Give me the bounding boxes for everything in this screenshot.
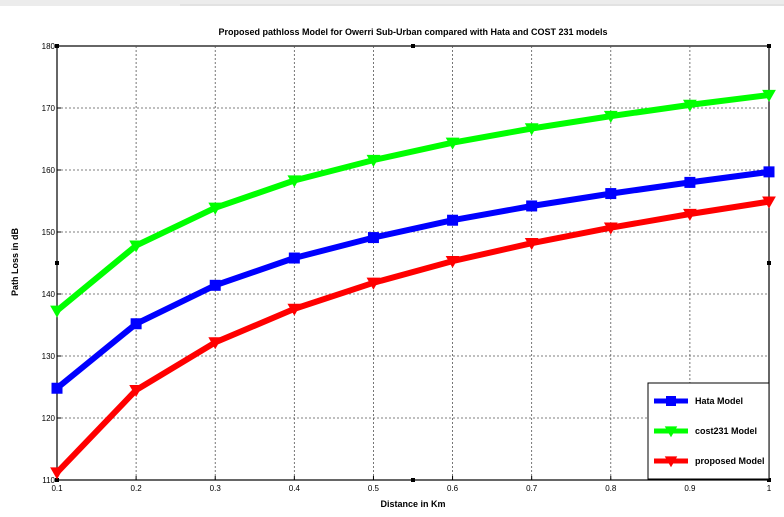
x-tick-label: 0.7 <box>526 484 538 493</box>
legend-label: cost231 Model <box>695 426 757 436</box>
data-point <box>683 208 697 221</box>
plot-layer: 110 120 130 140 150 160 170 180 0.1 0.2 0.3 0.4 0.5 0… <box>42 42 776 493</box>
data-point <box>762 196 776 209</box>
data-point <box>762 89 776 102</box>
x-tick-label: 0.5 <box>368 484 380 493</box>
legend: Hata Model cost231 Model proposed Model <box>647 382 770 480</box>
axes-handle <box>767 44 771 48</box>
series-proposed-model <box>50 196 776 480</box>
legend-item: Hata Model <box>654 396 743 406</box>
data-point <box>526 200 538 212</box>
axes-handle <box>767 261 771 265</box>
data-point <box>208 202 223 215</box>
y-tick-label: 150 <box>42 228 56 237</box>
data-point <box>603 110 618 123</box>
x-tick-label: 0.1 <box>51 484 63 493</box>
x-axis-label: Distance in Km <box>380 499 445 509</box>
series-cost231-model <box>50 89 776 318</box>
data-point <box>50 305 64 318</box>
data-point <box>209 279 221 291</box>
series-hata-model <box>51 166 775 394</box>
legend-swatch-marker <box>666 396 676 406</box>
axes-handle <box>55 261 59 265</box>
y-tick-label: 130 <box>42 352 56 361</box>
data-point <box>683 99 697 112</box>
series-line <box>54 198 770 475</box>
data-point <box>288 252 300 264</box>
data-point <box>763 166 775 178</box>
data-point <box>287 175 302 188</box>
y-tick-label: 170 <box>42 104 56 113</box>
data-point <box>50 467 64 480</box>
y-tick-label: 140 <box>42 290 56 299</box>
x-tick-label: 0.4 <box>289 484 301 493</box>
data-point <box>367 232 379 244</box>
data-point <box>445 255 460 269</box>
data-point <box>366 277 381 290</box>
y-tick-label: 110 <box>42 476 55 485</box>
chart-title: Proposed pathloss Model for Owerri Sub-U… <box>218 27 607 37</box>
x-tick-label: 1 <box>767 484 772 493</box>
data-point <box>603 222 618 235</box>
x-tick-label: 0.8 <box>605 484 617 493</box>
legend-item: cost231 Model <box>654 426 757 438</box>
data-point <box>208 337 223 350</box>
axes-handle <box>55 478 59 482</box>
axes-handle <box>767 478 771 482</box>
data-point <box>447 214 459 226</box>
series-line <box>55 168 770 391</box>
data-point <box>524 123 539 136</box>
data-point <box>524 238 539 251</box>
data-point <box>130 318 142 330</box>
legend-item: proposed Model <box>654 456 765 468</box>
data-point <box>684 176 696 188</box>
axes-handle <box>55 44 59 48</box>
x-tick-label: 0.2 <box>131 484 143 493</box>
data-point <box>605 188 617 200</box>
data-point <box>129 240 143 253</box>
x-tick-label: 0.6 <box>447 484 459 493</box>
data-point <box>287 303 302 316</box>
legend-swatch-marker <box>664 456 678 468</box>
y-tick-label: 120 <box>42 414 56 423</box>
top-strip <box>0 0 784 6</box>
legend-label: Hata Model <box>695 396 743 406</box>
data-point <box>366 154 381 167</box>
y-tick-label: 160 <box>42 166 56 175</box>
axes-handle <box>411 478 415 482</box>
y-tick-label: 180 <box>42 42 56 51</box>
x-tick-label: 0.3 <box>210 484 222 493</box>
data-point <box>445 137 460 150</box>
x-tick-label: 0.9 <box>684 484 696 493</box>
legend-label: proposed Model <box>695 456 765 466</box>
series-line <box>55 92 770 314</box>
legend-swatch-marker <box>664 426 678 438</box>
data-point <box>51 382 63 394</box>
y-axis-label: Path Loss in dB <box>10 228 20 297</box>
axes-handle <box>411 44 415 48</box>
data-point <box>129 384 143 397</box>
